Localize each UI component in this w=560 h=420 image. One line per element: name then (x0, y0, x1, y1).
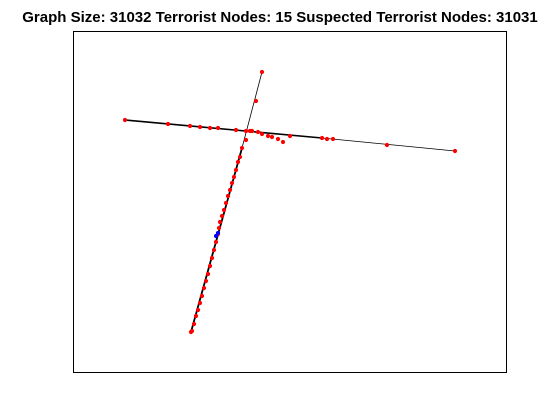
suspected-node (319, 135, 325, 141)
suspected-node (280, 139, 286, 145)
suspected-node (205, 271, 211, 277)
suspected-node (195, 307, 201, 313)
suspected-node (243, 128, 249, 134)
suspected-node (223, 200, 229, 206)
suspected-node (199, 293, 205, 299)
suspected-node (253, 98, 259, 104)
suspected-node (265, 133, 271, 139)
suspected-node (203, 278, 209, 284)
suspected-node (452, 148, 458, 154)
suspected-node (219, 213, 225, 219)
terrorist-node (215, 230, 221, 236)
suspected-node (188, 329, 194, 335)
suspected-node (231, 174, 237, 180)
suspected-node (207, 125, 213, 131)
suspected-node (233, 127, 239, 133)
suspected-node (324, 136, 330, 142)
suspected-node (233, 167, 239, 173)
suspected-node (165, 121, 171, 127)
suspected-node (330, 136, 336, 142)
suspected-node (213, 239, 219, 245)
suspected-node (217, 219, 223, 225)
suspected-node (237, 154, 243, 160)
suspected-node (215, 125, 221, 131)
suspected-node (122, 117, 128, 123)
suspected-node (193, 313, 199, 319)
suspected-node (287, 133, 293, 139)
suspected-node (235, 159, 241, 165)
suspected-node (384, 142, 390, 148)
suspected-node (239, 145, 245, 151)
plot-axes (73, 31, 507, 373)
edge-horizontal-dense (124, 119, 323, 139)
suspected-node (209, 255, 215, 261)
figure-title: Graph Size: 31032 Terrorist Nodes: 15 Su… (22, 9, 538, 26)
suspected-node (191, 321, 197, 327)
suspected-node (227, 187, 233, 193)
terrorist-node (213, 233, 219, 239)
edge-vertical-sparse (241, 71, 263, 149)
suspected-node (197, 124, 203, 130)
suspected-node (229, 180, 235, 186)
suspected-node (225, 193, 231, 199)
suspected-node (216, 225, 222, 231)
suspected-node (221, 207, 227, 213)
suspected-node (259, 69, 265, 75)
suspected-node (207, 263, 213, 269)
suspected-node (201, 285, 207, 291)
suspected-node (243, 137, 249, 143)
suspected-node (197, 300, 203, 306)
suspected-node (255, 129, 261, 135)
suspected-node (247, 128, 253, 134)
suspected-node (275, 136, 281, 142)
suspected-node (187, 123, 193, 129)
suspected-node (259, 131, 265, 137)
suspected-node (211, 247, 217, 253)
suspected-node (269, 134, 275, 140)
